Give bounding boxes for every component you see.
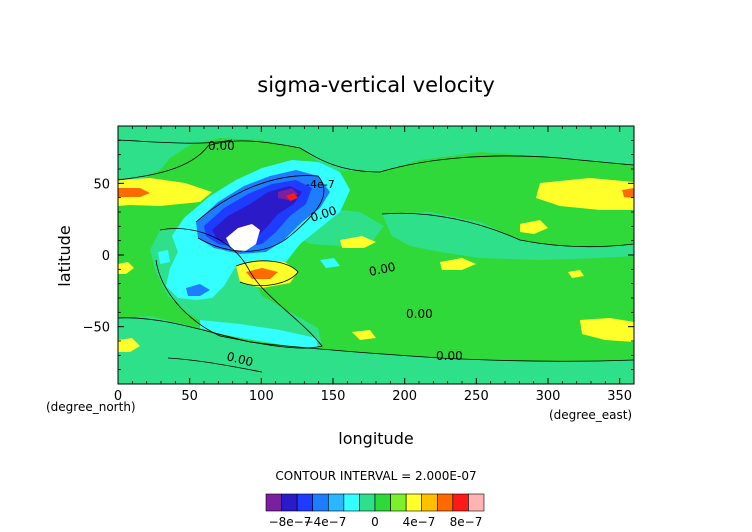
positive-region bbox=[352, 330, 376, 340]
colorbar bbox=[265, 493, 485, 512]
colorbar-swatch bbox=[296, 493, 314, 512]
y-tick-label: 50 bbox=[93, 177, 110, 192]
positive-region bbox=[440, 258, 476, 270]
x-axis: 0 50 100 150 200 250 300 350 bbox=[114, 126, 632, 404]
x-tick-label: 100 bbox=[249, 389, 274, 404]
weak-negative-region bbox=[118, 126, 634, 180]
positive-region bbox=[580, 318, 634, 342]
y-axis-title: latitude bbox=[55, 225, 74, 286]
positive-region bbox=[118, 262, 134, 274]
positive-region bbox=[118, 178, 212, 206]
colorbar-labels: −8e−7−4e−7 0 4e−7 8e−7 bbox=[269, 515, 483, 529]
positive-max-region bbox=[246, 268, 278, 279]
weak-negative-region bbox=[382, 212, 634, 260]
colorbar-swatch bbox=[405, 493, 423, 512]
colorbar-swatch bbox=[374, 493, 391, 512]
positive-region bbox=[340, 236, 376, 248]
y-tick-label: 0 bbox=[102, 249, 110, 264]
colorbar-tick-label: 0 bbox=[371, 515, 379, 529]
colorbar-tick-label: 8e−7 bbox=[450, 515, 483, 529]
colorbar-swatch bbox=[468, 493, 485, 512]
positive-region bbox=[568, 270, 584, 278]
contour-label: 0.00 bbox=[208, 139, 235, 153]
colorbar-swatch bbox=[359, 493, 376, 512]
x-tick-label: 300 bbox=[536, 389, 561, 404]
colorbar-tick-label: −4e−7 bbox=[304, 515, 347, 529]
chart-title: sigma-vertical velocity bbox=[257, 73, 495, 97]
x-tick-label: 50 bbox=[181, 389, 198, 404]
y-axis: 50 0 −50 bbox=[83, 139, 634, 371]
contour-label: 0.00 bbox=[368, 260, 397, 279]
negative-region bbox=[320, 258, 340, 268]
moderate-negative-region bbox=[186, 284, 210, 296]
negative-region bbox=[200, 320, 318, 348]
colorbar-swatch bbox=[343, 493, 360, 512]
positive-region bbox=[118, 338, 140, 352]
positive-max-region bbox=[622, 188, 634, 198]
contour-labels: 0.00 0.00 0.00 0.00 0.00 0.00 -4e-7 bbox=[208, 139, 463, 369]
very-strong-negative-region bbox=[212, 186, 302, 244]
colorbar-tick-label: −8e−7 bbox=[269, 515, 312, 529]
contour-label: -4e-7 bbox=[306, 178, 335, 191]
colorbar-swatch bbox=[390, 493, 407, 512]
x-axis-title: longitude bbox=[338, 429, 413, 448]
colorbar-swatch bbox=[281, 493, 298, 512]
positive-region bbox=[536, 178, 634, 210]
extreme-negative-region bbox=[286, 193, 298, 201]
out-of-range-region bbox=[226, 224, 260, 252]
colorbar-swatch bbox=[312, 493, 329, 512]
positive-max-region bbox=[118, 188, 150, 197]
x-tick-label: 350 bbox=[607, 389, 632, 404]
colorbar-swatch bbox=[436, 493, 454, 512]
contour-interval-text: CONTOUR INTERVAL = 2.000E-07 bbox=[275, 469, 476, 483]
colorbar-swatch bbox=[265, 493, 282, 512]
colorbar-swatch bbox=[452, 493, 469, 512]
colorbar-swatch bbox=[327, 493, 345, 512]
x-unit-label: (degree_east) bbox=[549, 408, 632, 422]
plot-area: 0.00 0.00 0.00 0.00 0.00 0.00 -4e-7 bbox=[118, 126, 634, 384]
contour-lines bbox=[118, 139, 634, 373]
positive-region bbox=[520, 220, 548, 234]
colorbar-tick-label: 4e−7 bbox=[403, 515, 436, 529]
x-tick-label: 200 bbox=[392, 389, 417, 404]
x-tick-label: 250 bbox=[464, 389, 489, 404]
colorbar-swatch bbox=[421, 493, 438, 512]
contour-label: 0.00 bbox=[436, 349, 463, 363]
y-tick-label: −50 bbox=[83, 321, 110, 336]
contour-label: 0.00 bbox=[225, 349, 254, 369]
x-tick-label: 150 bbox=[321, 389, 346, 404]
y-unit-label: (degree_north) bbox=[46, 400, 136, 414]
x-tick-label: 0 bbox=[114, 389, 122, 404]
contour-label: 0.00 bbox=[406, 307, 433, 321]
weak-negative-region bbox=[118, 316, 634, 384]
negative-region bbox=[158, 250, 170, 264]
